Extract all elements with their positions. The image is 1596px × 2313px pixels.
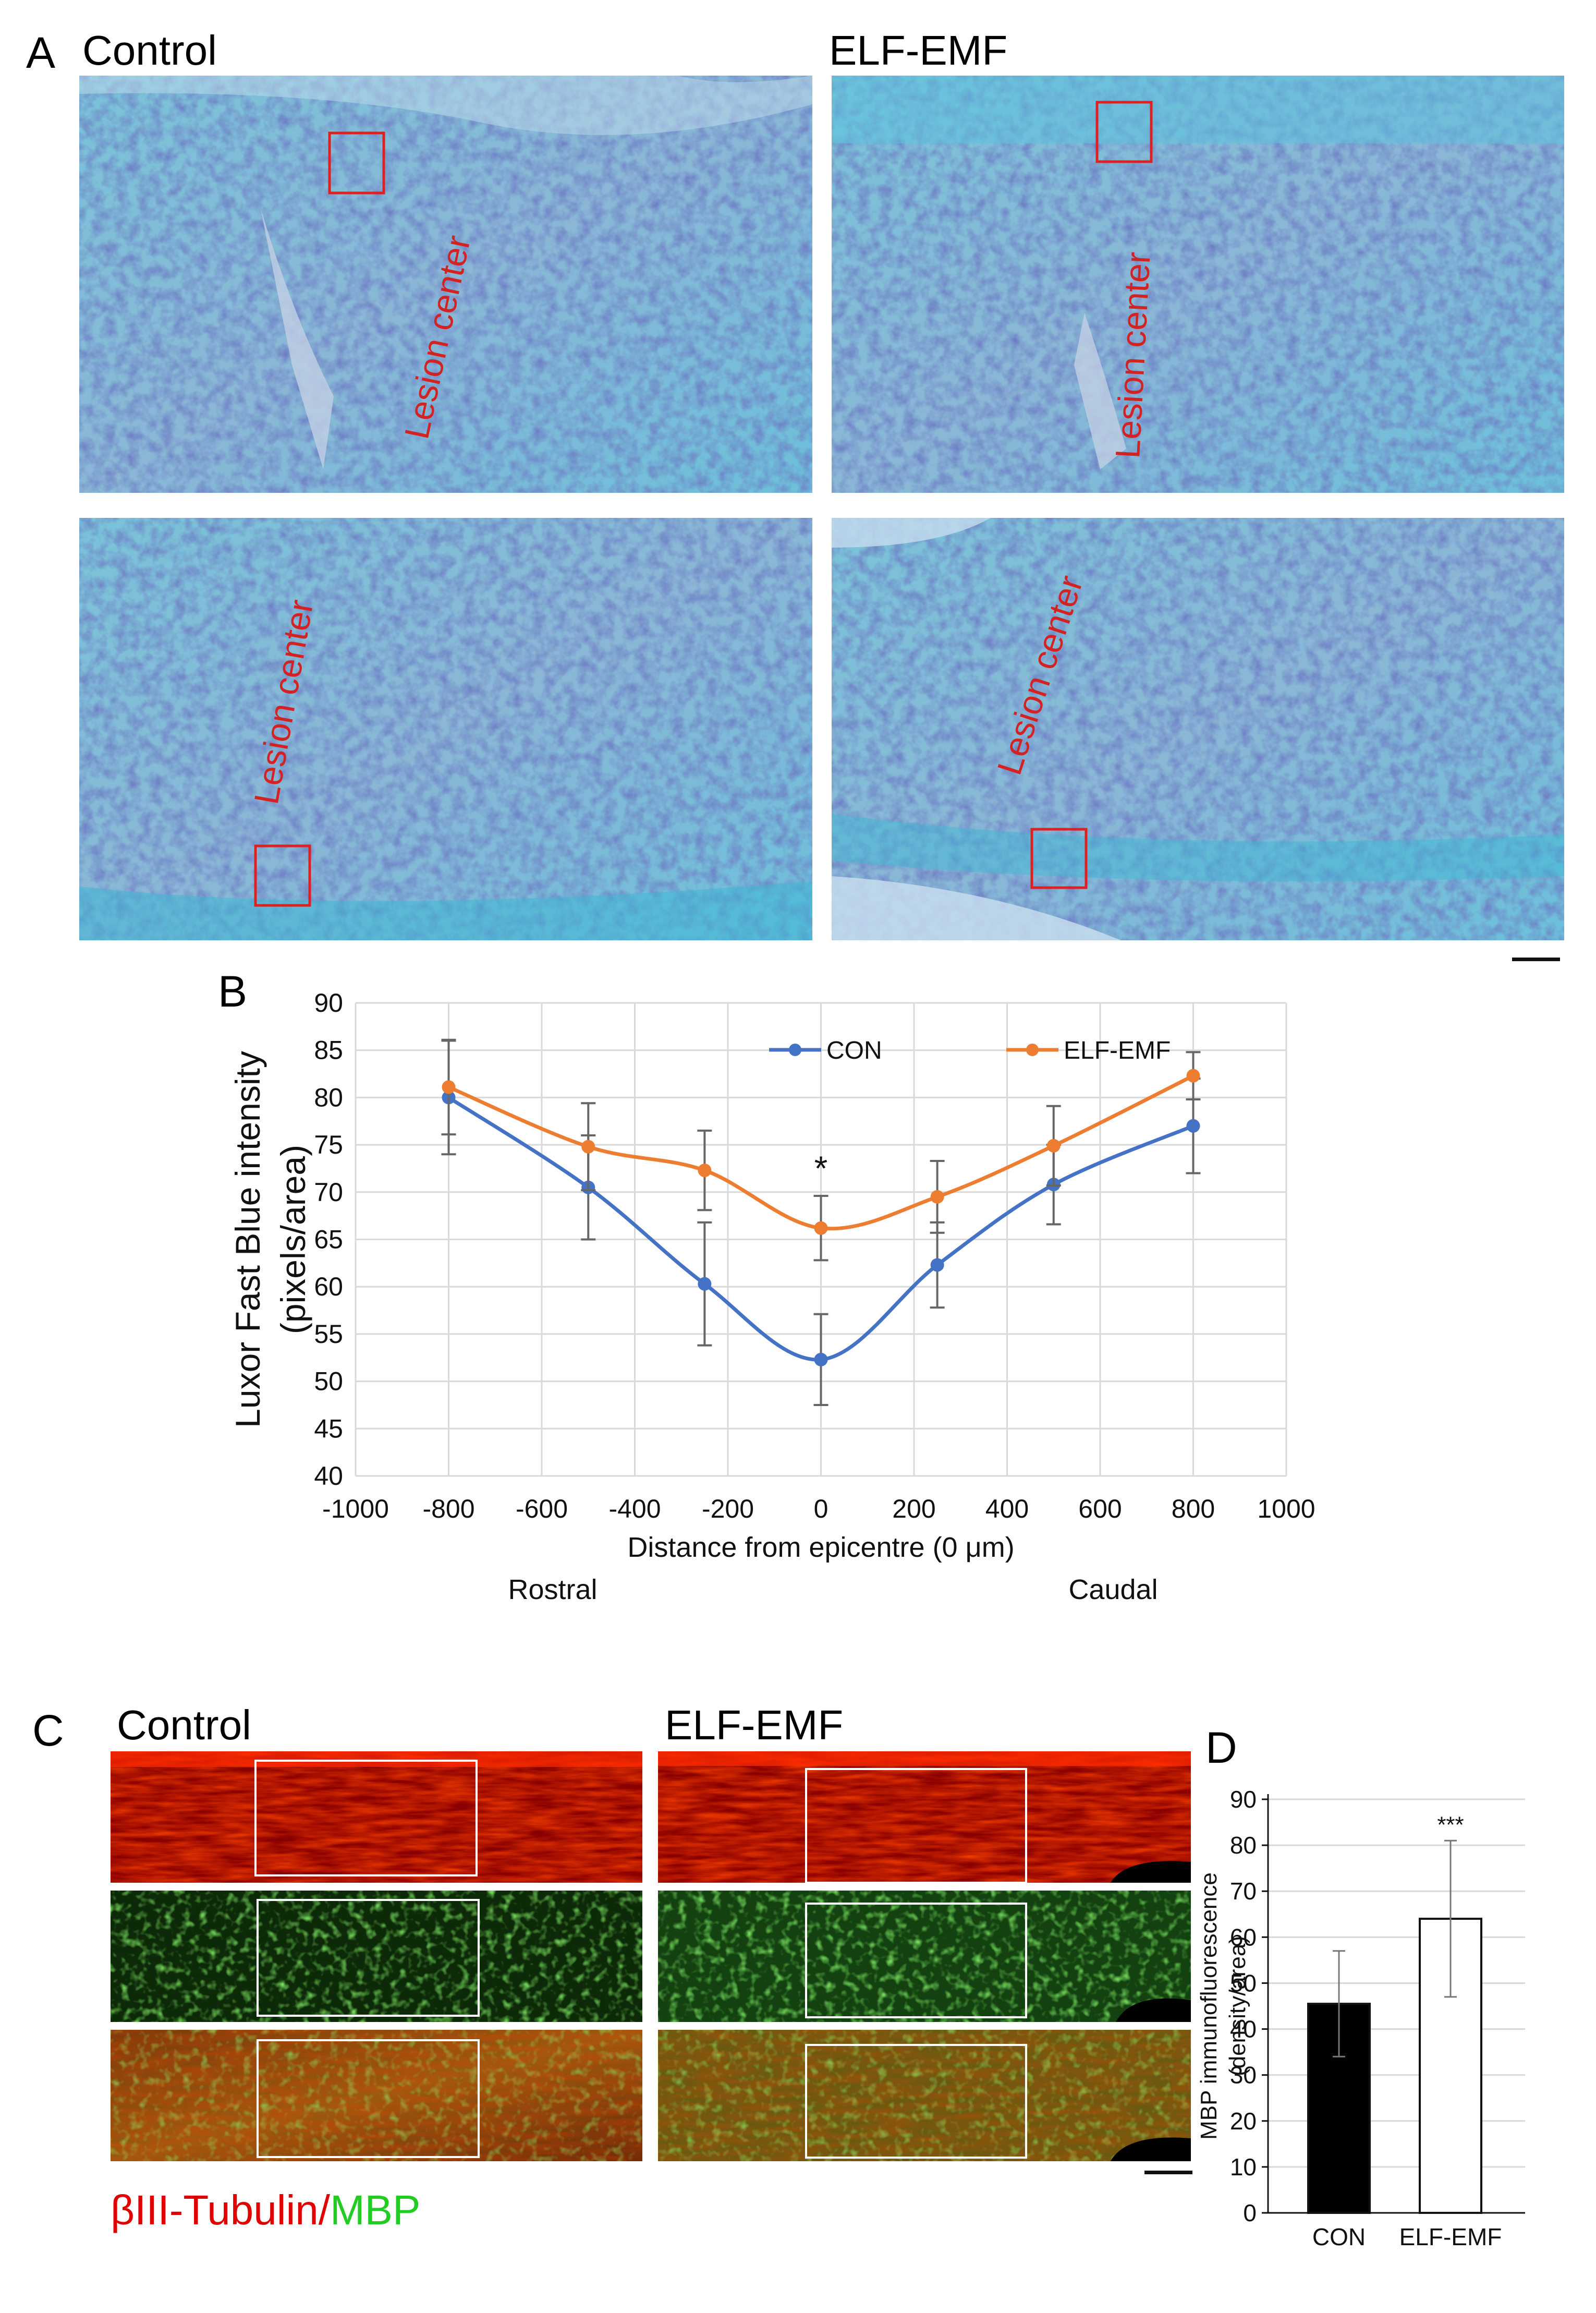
y-tick-label: 10 bbox=[1230, 2153, 1257, 2181]
y-axis-label-units: (pixels/area) bbox=[274, 1145, 312, 1334]
micrograph-control-caudal: Lesion center bbox=[79, 518, 812, 940]
data-point bbox=[1186, 1119, 1200, 1133]
region-label-caudal: Caudal bbox=[1068, 1574, 1158, 1605]
roi-box bbox=[254, 1760, 478, 1876]
fluor-elf-merge bbox=[658, 2030, 1191, 2161]
y-tick-label: 55 bbox=[314, 1319, 343, 1349]
y-tick-label: 30 bbox=[1230, 2062, 1257, 2089]
roi-box bbox=[257, 1899, 480, 2017]
fluor-control-mbp bbox=[111, 1891, 642, 2022]
x-tick-label: -400 bbox=[608, 1494, 661, 1523]
stain-mbp-label: MBP bbox=[330, 2187, 420, 2233]
x-tick-label: ELF-EMF bbox=[1399, 2223, 1502, 2250]
y-axis-label-units: (density/area) bbox=[1225, 1936, 1250, 2076]
x-tick-label: 200 bbox=[892, 1494, 935, 1523]
chart-d: 0 10 20 30 40 50 60 70 80 90 CON ELF-EMF *** MBP immu… bbox=[1196, 1786, 1525, 2250]
legend-swatch-marker bbox=[789, 1044, 801, 1056]
y-tick-label: 20 bbox=[1230, 2108, 1257, 2135]
panel-letter-d: D bbox=[1205, 1723, 1237, 1772]
panel-letter-c: C bbox=[32, 1706, 64, 1755]
data-point bbox=[814, 1352, 828, 1366]
data-point bbox=[930, 1190, 944, 1204]
x-tick-label: -200 bbox=[702, 1494, 754, 1523]
x-tick-label: CON bbox=[1312, 2223, 1366, 2250]
significance-marker: * bbox=[814, 1149, 828, 1188]
x-tick-label: 0 bbox=[814, 1494, 829, 1523]
stain-tubulin-label: βIII-Tubulin bbox=[111, 2187, 319, 2233]
y-tick-label: 80 bbox=[314, 1083, 343, 1112]
panel-letter-a: A bbox=[26, 28, 55, 77]
panel-c-title-elf: ELF-EMF bbox=[665, 1702, 843, 1748]
y-tick-label: 70 bbox=[1230, 1878, 1257, 1905]
series-elf-emf bbox=[441, 1038, 1201, 1262]
fluor-elf-mbp bbox=[658, 1891, 1191, 2022]
panel-c-title-control: Control bbox=[117, 1702, 251, 1748]
stain-legend: βIII-Tubulin/MBP bbox=[111, 2187, 420, 2233]
y-tick-label: 85 bbox=[314, 1036, 343, 1065]
chart-b: 40 45 50 55 60 65 70 75 80 85 90 -1000 -800 -600 -400 -… bbox=[228, 988, 1315, 1605]
data-point bbox=[698, 1164, 712, 1178]
panel-a-title-elf: ELF-EMF bbox=[829, 27, 1007, 74]
y-tick-label: 65 bbox=[314, 1225, 343, 1254]
stain-separator: / bbox=[319, 2187, 331, 2233]
y-tick-label: 0 bbox=[1243, 2199, 1257, 2226]
data-point bbox=[442, 1080, 456, 1094]
micrograph-elf-rostral: Lesion center bbox=[832, 76, 1564, 493]
roi-box bbox=[805, 1903, 1027, 2018]
x-tick-label: 800 bbox=[1172, 1494, 1215, 1523]
y-tick-label: 50 bbox=[1230, 1969, 1257, 1996]
legend: CON ELF-EMF bbox=[769, 1037, 1171, 1064]
micrograph-control-rostral: Lesion center bbox=[79, 76, 812, 493]
x-tick-label: 1000 bbox=[1257, 1494, 1315, 1523]
y-tick-label: 70 bbox=[314, 1178, 343, 1207]
scale-bar bbox=[1144, 2171, 1192, 2174]
panel-letter-b: B bbox=[218, 967, 247, 1016]
x-axis-label: Distance from epicentre (0 μm) bbox=[627, 1532, 1014, 1563]
data-point bbox=[1046, 1139, 1061, 1153]
legend-label: CON bbox=[826, 1037, 882, 1064]
y-tick-label: 90 bbox=[314, 988, 343, 1018]
roi-box bbox=[1030, 828, 1088, 889]
data-point bbox=[814, 1221, 828, 1235]
roi-box bbox=[254, 844, 311, 907]
y-tick-label: 90 bbox=[1230, 1786, 1257, 1813]
roi-box bbox=[1095, 101, 1153, 163]
y-tick-label: 40 bbox=[1230, 2016, 1257, 2043]
y-tick-label: 60 bbox=[314, 1272, 343, 1301]
data-point bbox=[698, 1277, 712, 1291]
roi-box bbox=[805, 2044, 1027, 2159]
scale-bar bbox=[1512, 958, 1560, 961]
roi-box bbox=[805, 1768, 1027, 1884]
fluor-control-tubulin bbox=[111, 1751, 642, 1883]
data-point bbox=[1186, 1069, 1200, 1083]
legend-label: ELF-EMF bbox=[1064, 1037, 1171, 1064]
y-tick-label: 45 bbox=[314, 1414, 343, 1443]
x-tick-label: -1000 bbox=[322, 1494, 389, 1523]
data-point bbox=[581, 1140, 595, 1154]
data-point bbox=[930, 1258, 944, 1272]
significance-marker: *** bbox=[1437, 1812, 1464, 1837]
x-tick-label: -800 bbox=[422, 1494, 474, 1523]
roi-box bbox=[328, 131, 385, 195]
micrograph-elf-caudal: Lesion center bbox=[832, 518, 1564, 940]
legend-swatch-marker bbox=[1026, 1044, 1039, 1056]
y-tick-label: 80 bbox=[1230, 1832, 1257, 1859]
x-tick-label: 600 bbox=[1078, 1494, 1122, 1523]
y-tick-label: 60 bbox=[1230, 1923, 1257, 1951]
y-tick-label: 75 bbox=[314, 1130, 343, 1159]
panel-a-title-control: Control bbox=[82, 27, 217, 74]
y-axis-label: MBP immunofluorescence bbox=[1196, 1872, 1222, 2140]
x-tick-label: -600 bbox=[516, 1494, 568, 1523]
x-tick-label: 400 bbox=[985, 1494, 1029, 1523]
y-tick-label: 50 bbox=[314, 1367, 343, 1396]
y-tick-label: 40 bbox=[314, 1461, 343, 1491]
region-label-rostral: Rostral bbox=[508, 1574, 597, 1605]
fluor-control-merge bbox=[111, 2030, 642, 2161]
fluor-elf-tubulin bbox=[658, 1751, 1191, 1884]
y-axis-label: Luxor Fast Blue intensity bbox=[228, 1051, 267, 1428]
roi-box bbox=[257, 2039, 480, 2158]
